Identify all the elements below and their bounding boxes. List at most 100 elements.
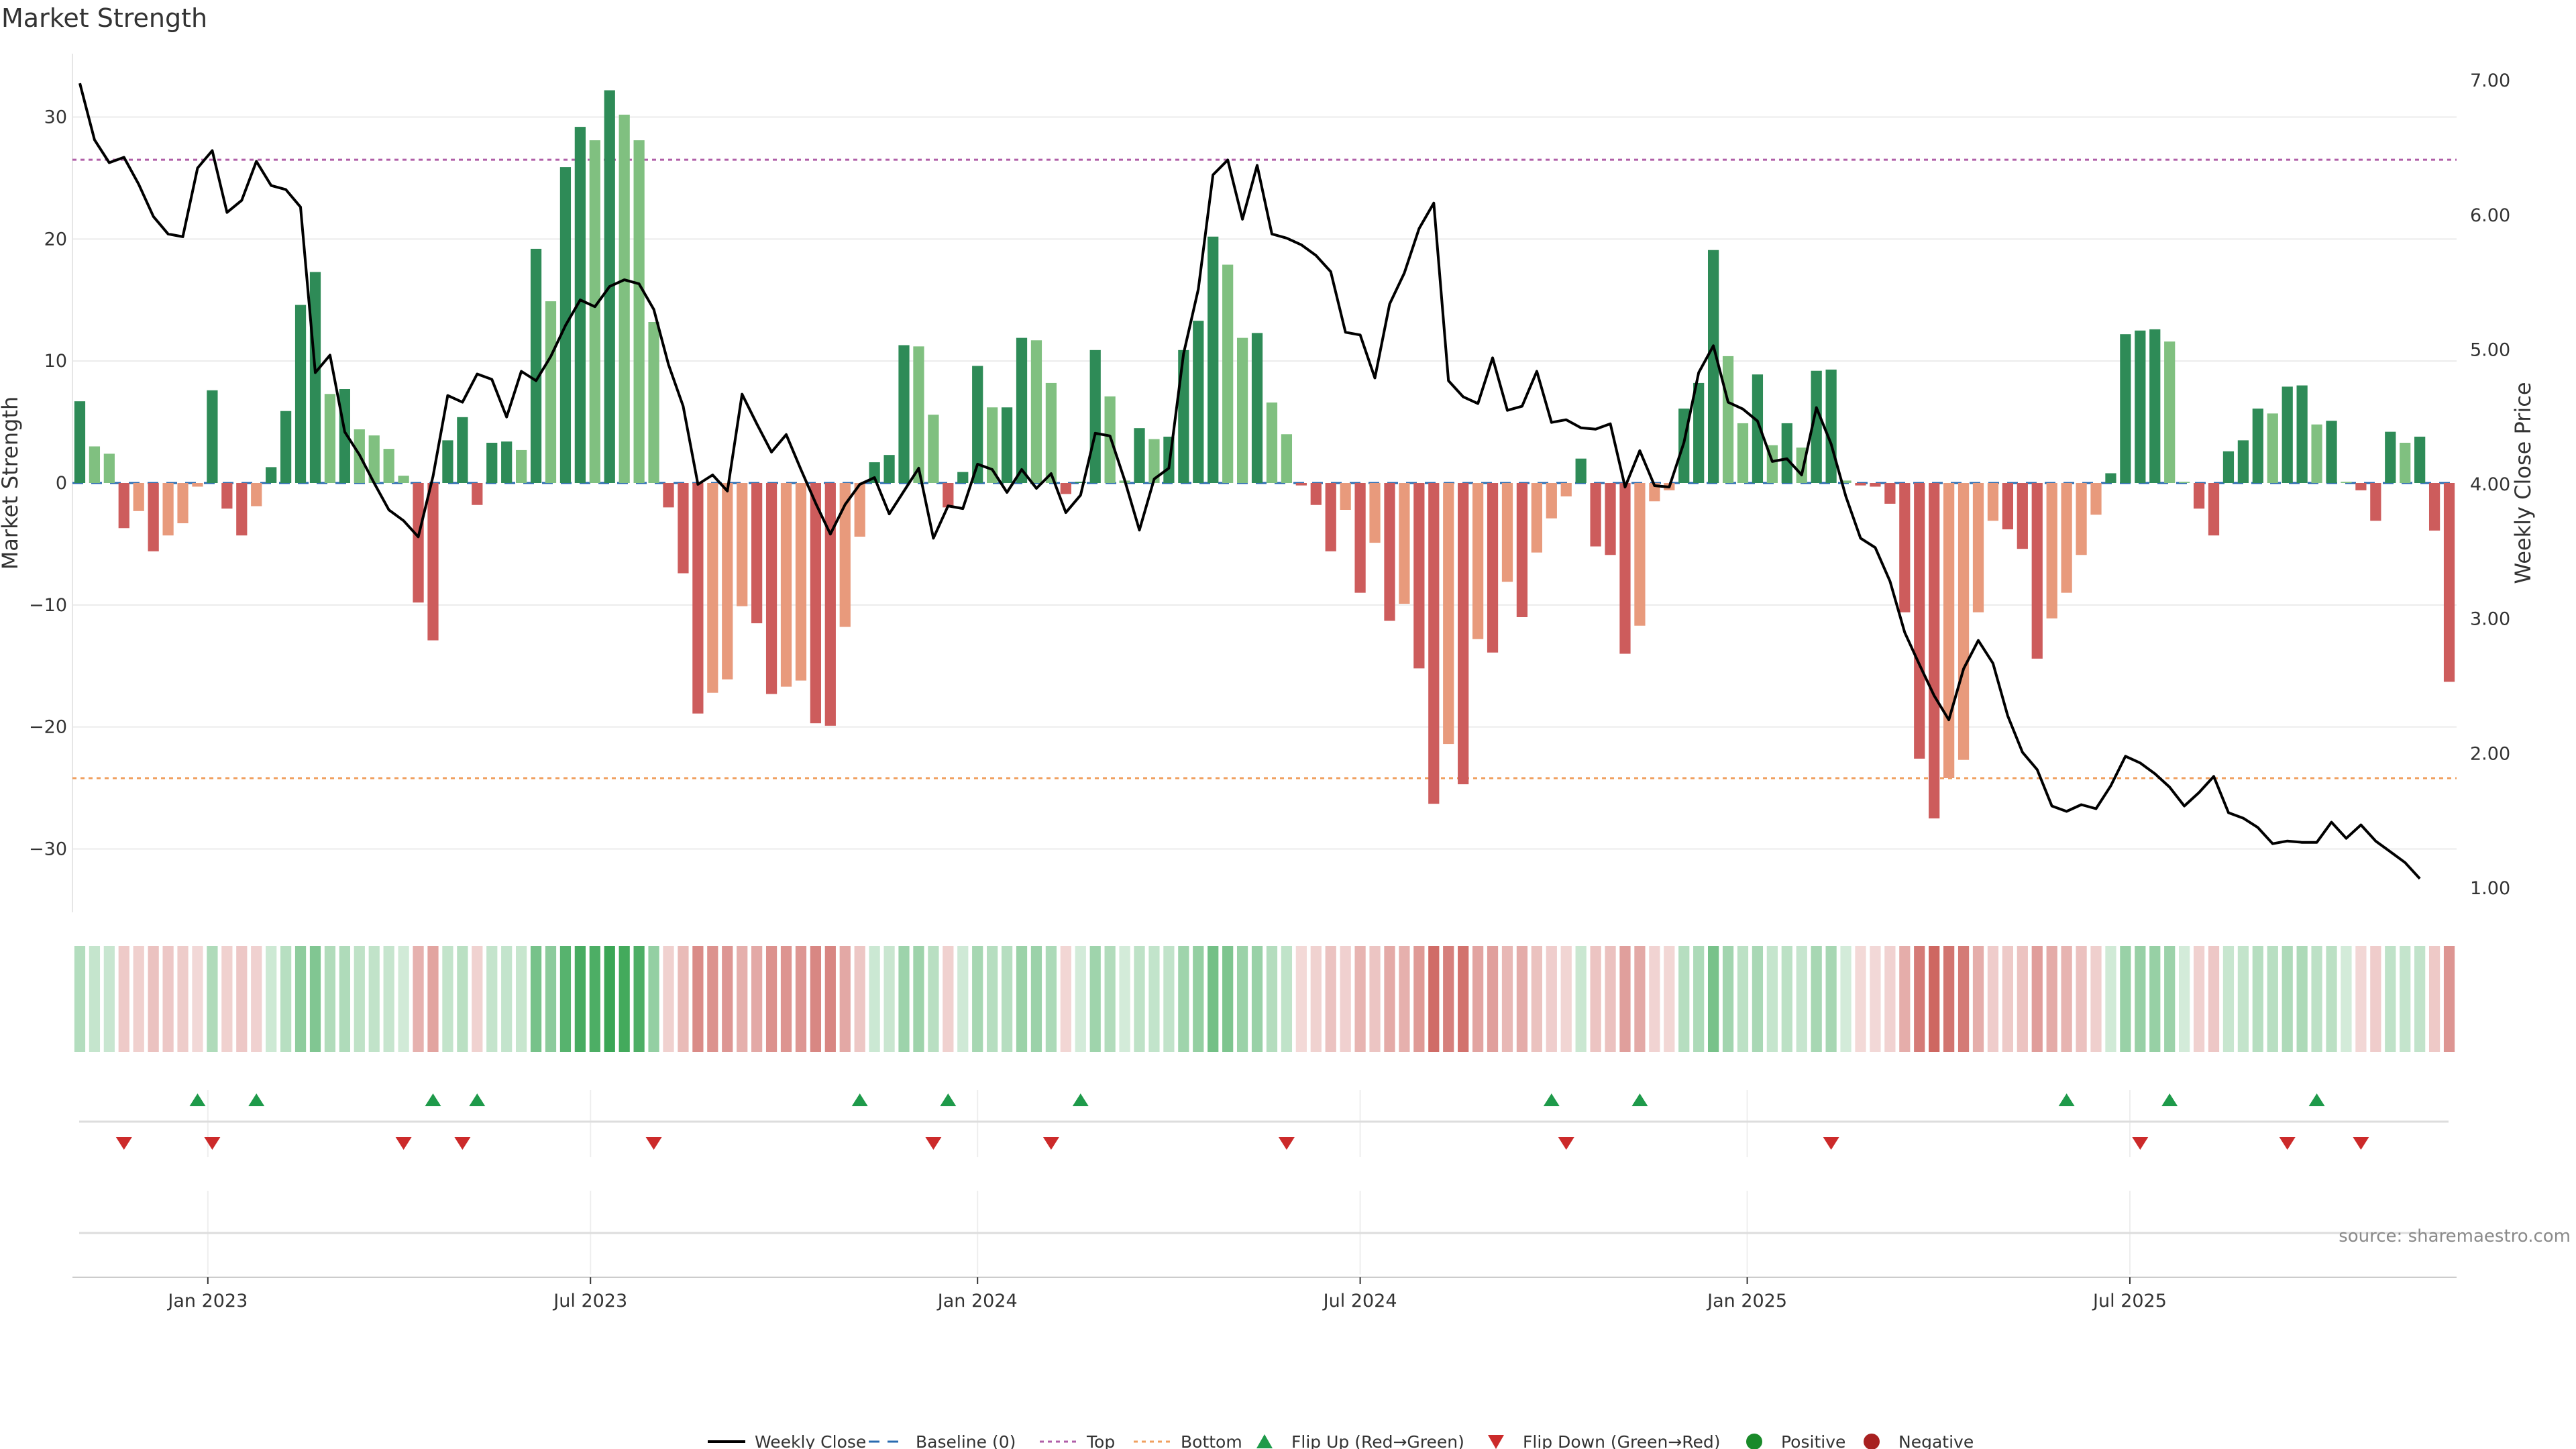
heat-cell (1825, 946, 1837, 1052)
strength-bar (898, 345, 910, 483)
heat-cell (604, 946, 615, 1052)
strength-bar (266, 467, 277, 483)
heat-cell (1325, 946, 1336, 1052)
heat-cell (133, 946, 144, 1052)
left-tick-label: −30 (29, 839, 67, 859)
heat-cell (1914, 946, 1925, 1052)
strength-bar (1458, 483, 1469, 785)
right-axis-ticks: 1.00 2.00 3.00 4.00 5.00 6.00 7.00 (2470, 70, 2510, 899)
legend-label: Weekly Close (755, 1432, 866, 1449)
heat-cell (1884, 946, 1896, 1052)
flip-markers (79, 1090, 2449, 1157)
heat-cell (854, 946, 865, 1052)
strength-bar (1575, 458, 1587, 483)
heat-cell (2179, 946, 2190, 1052)
strength-bar (1899, 483, 1911, 612)
heat-cell (294, 946, 307, 1052)
strength-bar (1560, 483, 1572, 496)
heat-cell (1899, 946, 1911, 1052)
heat-cell (501, 946, 513, 1052)
heat-cell (1458, 946, 1469, 1052)
heat-cell (1340, 946, 1351, 1052)
heat-cell (1178, 946, 1189, 1052)
right-tick-label: 3.00 (2470, 609, 2510, 630)
strength-bar (648, 322, 659, 483)
heat-cell (765, 946, 777, 1052)
flip-up-marker (189, 1093, 206, 1106)
flip-up-marker (851, 1093, 868, 1106)
dot-panel (72, 1191, 2457, 1278)
flip-down-marker (1558, 1137, 1574, 1150)
heat-cell (1590, 946, 1601, 1052)
strength-bar (987, 407, 998, 483)
heat-cell (1369, 946, 1381, 1052)
heat-cell (177, 946, 189, 1052)
strength-bar (1884, 483, 1896, 504)
heat-cell (309, 946, 321, 1052)
heat-cell (383, 946, 394, 1052)
strength-bar (1472, 483, 1484, 639)
strength-bar (309, 272, 321, 483)
heat-cell (1428, 946, 1440, 1052)
strength-bar (192, 483, 203, 487)
heat-cell (574, 946, 586, 1052)
heat-cell (1664, 946, 1675, 1052)
strength-bar (2046, 483, 2057, 619)
right-tick-label: 4.00 (2470, 474, 2510, 495)
left-tick-label: 30 (44, 107, 67, 128)
heat-cell (1516, 946, 1528, 1052)
strength-bar (2341, 482, 2352, 483)
left-axis-ticks: −30 −20 −10 0 10 20 30 (29, 107, 67, 860)
heat-cell (1487, 946, 1499, 1052)
source-note: source: sharemaestro.com (2339, 1226, 2571, 1246)
strength-bar (1501, 483, 1513, 582)
strength-bar (177, 483, 189, 523)
heat-cell (1399, 946, 1410, 1052)
strength-bar (2428, 483, 2440, 531)
x-tick-label: Jul 2025 (2092, 1291, 2167, 1311)
heat-cell (1752, 946, 1764, 1052)
flip-down-marker (2353, 1137, 2369, 1150)
strength-bar (2002, 483, 2013, 530)
reference-lines (72, 158, 2457, 780)
x-axis-ticks: Jan 2023 Jul 2023 Jan 2024 Jul 2024 Jan 2025… (166, 1277, 2167, 1311)
heat-cell (1443, 946, 1454, 1052)
strength-bar (413, 483, 424, 603)
heat-cell (795, 946, 807, 1052)
heat-cell (89, 946, 101, 1052)
heat-cell (266, 946, 277, 1052)
flip-down-marker (454, 1137, 471, 1150)
strength-bar (678, 483, 689, 574)
strength-bar (1089, 350, 1101, 483)
strength-bar (633, 140, 645, 483)
heat-cell (2237, 946, 2249, 1052)
strength-bar (2400, 443, 2411, 483)
x-tick-label: Jan 2024 (936, 1291, 1018, 1311)
strength-bar (1075, 482, 1086, 483)
strength-bar (472, 483, 483, 505)
heat-cell (354, 946, 365, 1052)
heat-cell (1222, 946, 1234, 1052)
strength-bar (1752, 374, 1764, 483)
strength-bar (1825, 369, 1837, 483)
strength-bar (457, 417, 468, 483)
flip-up-marker (940, 1093, 957, 1106)
legend-label: Top (1086, 1432, 1115, 1449)
strength-bar (957, 472, 969, 483)
heat-cell (1972, 946, 1984, 1052)
heat-cell (898, 946, 910, 1052)
flip-down-marker (2279, 1137, 2296, 1150)
heat-cell (2296, 946, 2308, 1052)
strength-bar (1605, 483, 1616, 555)
strength-bar (574, 127, 586, 483)
heat-cell (2341, 946, 2352, 1052)
heat-cell (1295, 946, 1307, 1052)
heat-cell (1134, 946, 1145, 1052)
strength-bar (1649, 483, 1660, 502)
heat-cell (751, 946, 763, 1052)
strength-bar (795, 483, 807, 681)
heat-cell (824, 946, 836, 1052)
heat-cell (722, 946, 733, 1052)
strength-bar (1516, 483, 1528, 617)
heat-cell (280, 946, 292, 1052)
